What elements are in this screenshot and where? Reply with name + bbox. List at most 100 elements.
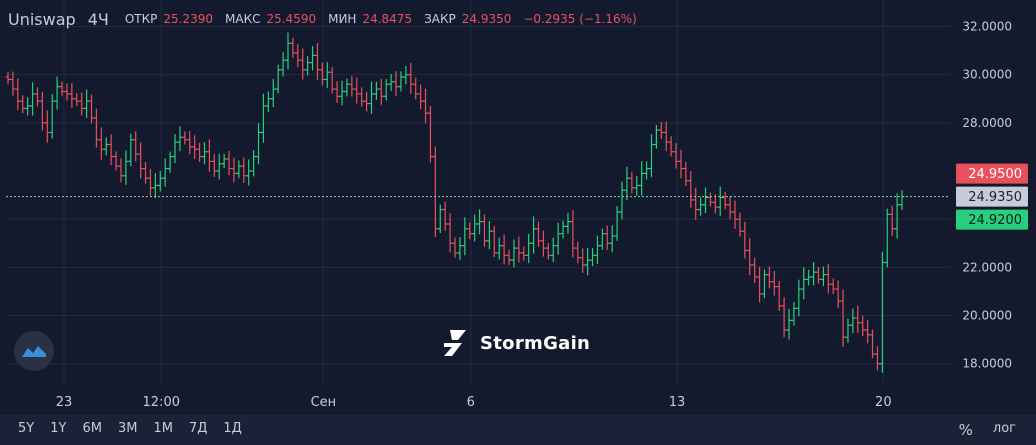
- range-button-1y[interactable]: 1Y: [50, 421, 67, 436]
- ohlc-bar: [840, 289, 846, 347]
- ohlc-bar: [113, 151, 119, 171]
- stormgain-logo-icon: [444, 330, 466, 356]
- time-tick-label: 23: [56, 395, 73, 410]
- ohlc-bar: [359, 87, 365, 107]
- high-label: МАКС: [225, 12, 261, 26]
- ohlc-bar: [147, 168, 153, 196]
- ohlc-bar: [786, 308, 792, 340]
- ohlc-bar: [555, 222, 561, 255]
- ohlc-bar: [653, 124, 659, 149]
- ohlc-bar: [668, 136, 674, 157]
- ohlc-bar: [162, 158, 168, 187]
- price-tick-label: 22.0000: [962, 260, 1012, 274]
- ohlc-bar: [69, 83, 75, 108]
- ohlc-bar: [447, 213, 453, 253]
- log-scale-toggle[interactable]: лог: [992, 421, 1016, 436]
- range-button-5y[interactable]: 5Y: [18, 421, 35, 436]
- ohlc-bar: [408, 63, 414, 94]
- price-marker-box: [956, 163, 1028, 184]
- ohlc-bar: [511, 239, 517, 268]
- ohlc-bar: [290, 37, 296, 58]
- ohlc-bar: [820, 266, 826, 287]
- ohlc-bar: [501, 234, 507, 265]
- ohlc-bar: [644, 161, 650, 180]
- ohlc-bar: [270, 78, 276, 108]
- percent-scale-toggle[interactable]: %: [958, 421, 973, 439]
- ohlc-bar: [54, 76, 60, 110]
- ohlc-bar: [251, 150, 257, 177]
- ohlc-bar: [747, 238, 753, 276]
- price-axis[interactable]: 18.000020.000022.000024.000028.000030.00…: [956, 19, 1028, 371]
- ohlc-bar: [206, 139, 212, 172]
- price-tick-label: 32.0000: [962, 19, 1012, 33]
- symbol-name: Uniswap: [8, 9, 76, 29]
- ohlc-bar: [197, 142, 203, 162]
- ohlc-bar: [673, 143, 679, 169]
- ohlc-bar: [521, 246, 527, 261]
- ohlc-bar: [216, 153, 222, 180]
- ohlc-bar: [187, 131, 193, 155]
- ohlc-bar: [393, 71, 399, 96]
- ohlc-bar: [761, 269, 767, 299]
- ohlc-bar: [752, 257, 758, 284]
- ohlc-bar: [373, 81, 379, 100]
- ohlc-bar: [84, 89, 90, 118]
- range-button-1m[interactable]: 1M: [153, 421, 173, 436]
- ohlc-bars: [5, 32, 905, 373]
- ohlc-bar: [265, 91, 271, 112]
- ohlc-bar: [594, 235, 600, 264]
- ohlc-bar: [437, 204, 443, 234]
- ohlc-bar: [295, 44, 301, 68]
- ohlc-bar: [693, 187, 699, 220]
- ohlc-bar: [300, 48, 306, 80]
- close-label: ЗАКР: [424, 12, 456, 26]
- ohlc-bar: [34, 87, 40, 107]
- range-button-7d[interactable]: 7Д: [188, 421, 208, 436]
- ohlc-bar: [260, 93, 266, 143]
- ohlc-bar: [590, 248, 596, 267]
- ohlc-bar: [226, 151, 232, 176]
- ohlc-bar: [717, 186, 723, 217]
- ohlc-bar: [319, 62, 325, 86]
- ohlc-bar: [766, 266, 772, 289]
- ohlc-bar: [825, 263, 831, 294]
- ohlc-bar: [599, 228, 605, 250]
- ohlc-bar: [49, 93, 55, 139]
- ohlc-bar: [275, 64, 281, 94]
- ohlc-bar: [540, 230, 546, 257]
- ohlc-bar: [74, 92, 80, 106]
- ohlc-bar: [143, 162, 149, 184]
- range-button-3m[interactable]: 3M: [117, 421, 138, 436]
- grid-lines: [6, 0, 950, 383]
- range-button-1d[interactable]: 1Д: [223, 421, 242, 436]
- range-button-6m[interactable]: 6M: [82, 421, 102, 436]
- ohlc-bar: [658, 122, 664, 140]
- ohlc-bar: [850, 308, 856, 334]
- price-tick-label: 20.0000: [962, 309, 1012, 323]
- price-marker-box: [956, 209, 1028, 230]
- ohlc-bar: [604, 225, 610, 250]
- ohlc-bar: [580, 248, 586, 273]
- ohlc-bar: [285, 32, 291, 70]
- ohlc-bar: [874, 346, 880, 371]
- ohlc-bar: [536, 221, 542, 247]
- ohlc-bar: [20, 95, 26, 114]
- ohlc-bar: [231, 157, 237, 183]
- ohlc-bar: [663, 121, 669, 152]
- ohlc-bar: [796, 279, 802, 317]
- ohlc-bar: [757, 266, 763, 303]
- ohlc-bar: [585, 247, 591, 276]
- scale-options: % лог: [959, 421, 1016, 439]
- ohlc-bar: [305, 56, 311, 76]
- ohlc-bar: [236, 160, 242, 179]
- time-tick-label: 20: [875, 395, 892, 410]
- ohlc-bar: [506, 249, 512, 265]
- ohlc-bar: [10, 71, 16, 96]
- price-tick-label: 18.0000: [962, 357, 1012, 371]
- ohlc-bar: [192, 135, 198, 159]
- chart-mode-button[interactable]: [14, 331, 54, 371]
- ohlc-bar: [157, 171, 163, 192]
- ohlc-bar: [152, 173, 158, 199]
